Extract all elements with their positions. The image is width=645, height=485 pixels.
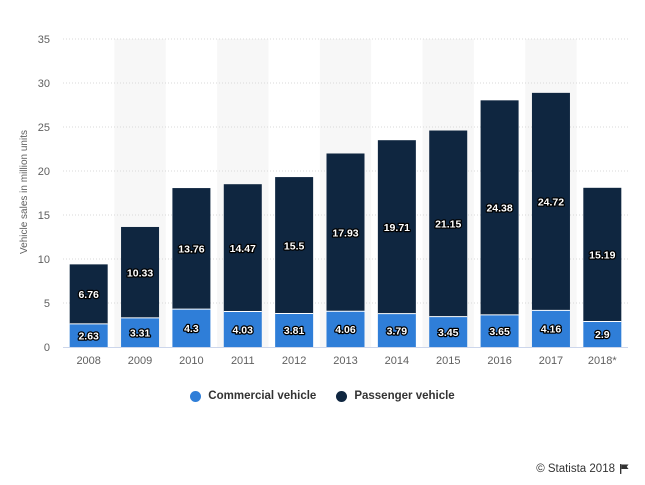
label-passenger-2014: 19.71 [384,222,410,234]
x-tick-label: 2016 [487,355,511,367]
x-tick-label: 2009 [128,355,152,367]
legend-item-passenger[interactable]: Passenger vehicle [336,390,455,402]
legend-item-commercial[interactable]: Commercial vehicle [190,390,316,402]
bar-commercial-2017[interactable] [531,310,570,347]
label-commercial-2017: 4.16 [541,324,562,336]
bar-commercial-2008[interactable] [69,323,108,347]
label-commercial-2009: 3.31 [130,327,151,339]
bar-passenger-2016[interactable] [480,100,519,315]
label-commercial-2010: 4.3 [184,323,199,335]
y-tick-label: 5 [44,298,50,310]
label-commercial-2008: 2.63 [78,330,99,342]
label-passenger-2015: 21.15 [435,219,461,231]
x-tick-label: 2010 [179,355,203,367]
bar-passenger-2015[interactable] [429,130,468,317]
label-commercial-2015: 3.45 [438,327,459,339]
label-passenger-2008: 6.76 [78,289,99,301]
bar-passenger-2017[interactable] [531,92,570,311]
label-commercial-2012: 3.81 [284,325,305,337]
y-tick-label: 20 [38,166,50,178]
statista-credit[interactable]: © Statista 2018 [536,463,629,475]
bar-passenger-2011[interactable] [223,184,262,312]
bar-commercial-2012[interactable] [275,313,314,347]
legend-label-passenger: Passenger vehicle [354,390,455,402]
y-tick-label: 25 [38,122,50,134]
bar-commercial-2018*[interactable] [583,321,622,347]
flag-icon [620,464,629,474]
bar-passenger-2018*[interactable] [583,187,622,322]
legend: Commercial vehicle Passenger vehicle [0,390,645,402]
y-axis-ticks: 0 5 10 15 20 25 30 35 [38,34,50,354]
label-passenger-2016: 24.38 [486,203,512,215]
label-passenger-2011: 14.47 [230,243,256,255]
label-passenger-2009: 10.33 [127,267,153,279]
legend-label-commercial: Commercial vehicle [208,390,317,402]
x-axis-ticks: 2008 2009 2010 2011 2012 2013 2014 2015 2016 2017… [76,355,617,367]
bar-commercial-2016[interactable] [480,314,519,347]
y-tick-label: 30 [38,78,50,90]
label-commercial-2014: 3.79 [387,325,408,337]
credit-text: © Statista 2018 [536,463,615,475]
bar-commercial-2014[interactable] [377,313,416,347]
label-commercial-2011: 4.03 [233,324,254,336]
bar-commercial-2011[interactable] [223,311,262,347]
x-tick-label: 2008 [76,355,100,367]
bar-commercial-2009[interactable] [121,317,160,347]
label-passenger-2017: 24.72 [538,197,564,209]
bar-passenger-2012[interactable] [275,177,314,314]
bar-commercial-2013[interactable] [326,311,365,347]
bar-commercial-2010[interactable] [172,309,211,347]
x-tick-label: 2015 [436,355,460,367]
commercial-marker-icon [190,390,202,402]
y-tick-label: 10 [38,254,50,266]
bar-passenger-2013[interactable] [326,153,365,312]
label-commercial-2018*: 2.9 [595,329,610,341]
x-tick-label: 2014 [385,355,409,367]
label-passenger-2012: 15.5 [284,240,305,252]
label-commercial-2016: 3.65 [489,326,510,338]
label-passenger-2013: 17.93 [332,227,358,239]
bar-passenger-2008[interactable] [69,264,108,324]
passenger-marker-icon [336,390,348,402]
bars [69,92,622,347]
data-labels: 2.63 6.76 3.31 10.33 4.3 13.76 4.03 14.47 3.81 15… [77,195,617,343]
y-tick-label: 35 [38,34,50,46]
x-tick-label: 2017 [539,355,563,367]
x-tick-label: 2011 [231,355,255,367]
label-commercial-2013: 4.06 [335,324,356,336]
label-passenger-2010: 13.76 [178,244,204,256]
y-tick-label: 15 [38,210,50,222]
label-passenger-2018*: 15.19 [589,250,615,262]
bar-passenger-2010[interactable] [172,188,211,310]
x-tick-label: 2018* [588,355,617,367]
y-tick-label: 0 [44,342,50,354]
bar-passenger-2014[interactable] [377,140,416,314]
bar-commercial-2015[interactable] [429,316,468,347]
x-tick-label: 2012 [282,355,306,367]
bar-passenger-2009[interactable] [121,226,160,318]
x-tick-label: 2013 [333,355,357,367]
y-axis-label: Vehicle sales in million units [19,130,30,254]
